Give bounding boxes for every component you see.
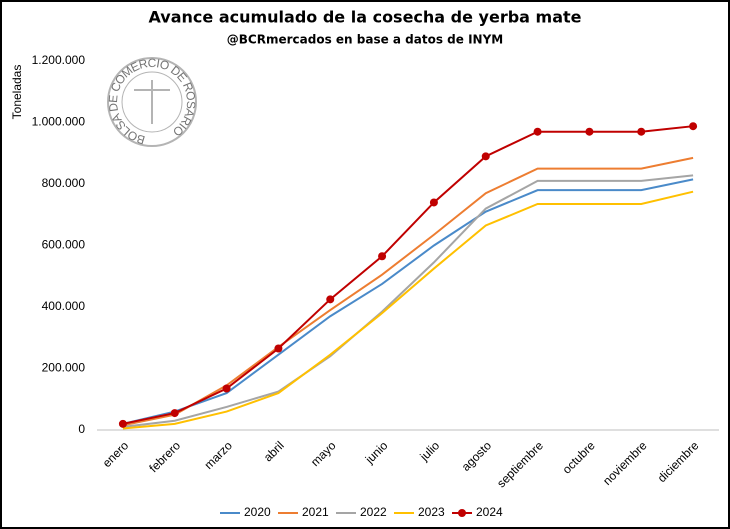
legend-label: 2023	[418, 505, 445, 519]
logo-inner-ring	[121, 71, 183, 133]
data-point	[170, 409, 179, 418]
data-point	[585, 127, 594, 136]
data-point	[274, 344, 283, 353]
legend-label: 2022	[360, 505, 387, 519]
y-tick-label: 1.000.000	[32, 115, 86, 129]
data-point	[326, 295, 335, 304]
data-point	[637, 127, 646, 136]
series-line	[122, 156, 694, 427]
data-point	[378, 252, 387, 261]
y-tick-label: 400.000	[42, 299, 86, 313]
series-line	[122, 174, 694, 428]
y-axis-label: Toneladas	[10, 65, 24, 120]
chart-subtitle: @BCRmercados en base a datos de INYM	[227, 33, 503, 47]
series-line	[122, 178, 694, 425]
y-tick-label: 600.000	[42, 238, 86, 252]
series-line	[122, 190, 694, 430]
data-point	[689, 122, 698, 131]
y-tick-label: 1.200.000	[32, 53, 86, 67]
y-tick-label: 0	[78, 422, 85, 436]
y-tick-label: 800.000	[42, 176, 86, 190]
data-point	[118, 419, 127, 428]
legend-label: 2020	[244, 505, 271, 519]
series-line	[122, 125, 694, 425]
legend-label: 2021	[302, 505, 329, 519]
chart-title: Avance acumulado de la cosecha de yerba …	[148, 8, 581, 27]
y-tick-label: 200.000	[42, 361, 86, 375]
legend-label: 2024	[476, 505, 503, 519]
legend-marker	[458, 509, 466, 517]
logo-ring	[107, 57, 197, 147]
data-point	[222, 384, 231, 393]
data-point	[481, 152, 490, 161]
data-point	[429, 198, 438, 207]
data-point	[533, 127, 542, 136]
